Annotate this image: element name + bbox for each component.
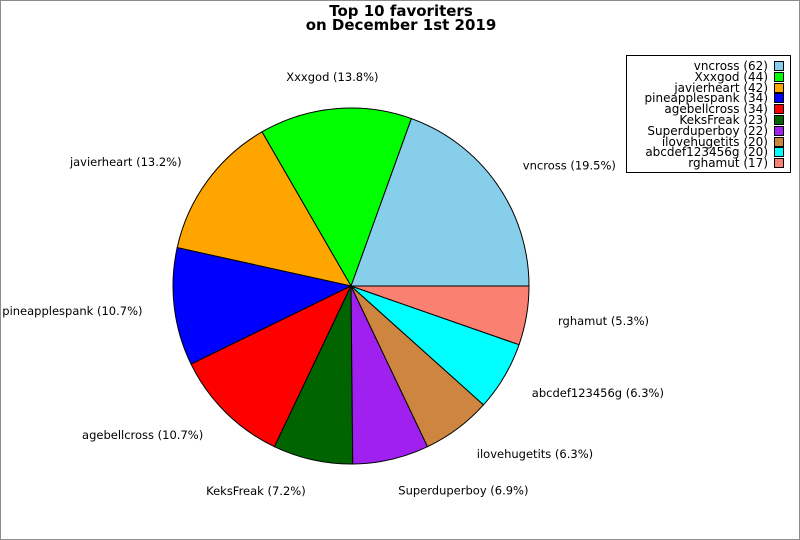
slice-label-abcdef123456g: abcdef123456g (6.3%) — [532, 386, 664, 400]
legend-swatch — [774, 147, 784, 158]
legend-item-abcdef123456g: abcdef123456g (20) — [645, 146, 784, 158]
pie-slice-pineapplespank — [172, 247, 353, 365]
legend-item-pineapplespank: pineapplespank (34) — [645, 92, 784, 104]
pie-slice-agebellcross — [190, 284, 353, 448]
legend-item-superduperboy: Superduperboy (22) — [647, 125, 784, 137]
legend: vncross (62) Xxxgod (44) javierheart (42) p… — [626, 55, 791, 173]
legend-swatch — [774, 136, 784, 147]
legend-swatch — [774, 93, 784, 104]
slice-label-ilovehugetits: ilovehugetits (6.3%) — [477, 447, 593, 461]
pie-slice-vncross — [350, 117, 530, 287]
slice-label-pineapplespank: pineapplespank (10.7%) — [2, 304, 142, 318]
chart-title: Top 10 favoriters — [329, 2, 473, 20]
legend-item-javierheart: javierheart (42) — [674, 82, 784, 94]
legend-swatch — [774, 115, 784, 125]
slice-labels: vncross (19.5%) Xxxgod (13.8%) javierheart… — [2, 70, 664, 498]
legend-label: javierheart (42) — [674, 80, 768, 95]
pie-slice-javierheart — [176, 131, 353, 287]
legend-label: pineapplespank (34) — [644, 91, 768, 106]
legend-swatch — [774, 61, 784, 71]
slice-label-javierheart: javierheart (13.2%) — [69, 155, 182, 169]
legend-label: abcdef123456g (20) — [645, 145, 768, 160]
legend-label: rghamut (17) — [688, 156, 768, 171]
slice-label-superduperboy: Superduperboy (6.9%) — [398, 484, 528, 498]
legend-label: KeksFreak (23) — [679, 113, 768, 127]
legend-swatch — [774, 104, 784, 115]
pie-slice-xxxgod — [261, 107, 412, 288]
legend-swatch — [774, 71, 784, 82]
legend-item-keksfreak: KeksFreak (23) — [679, 114, 784, 126]
legend-item-rghamut: rghamut (17) — [688, 157, 784, 169]
slice-label-keksfreak: KeksFreak (7.2%) — [206, 484, 306, 498]
legend-swatch — [774, 82, 784, 93]
legend-item-agebellcross: agebellcross (34) — [664, 103, 784, 115]
slice-label-xxxgod: Xxxgod (13.8%) — [286, 70, 378, 84]
legend-label: agebellcross (34) — [664, 102, 768, 117]
legend-label: Superduperboy (22) — [647, 123, 768, 138]
pie-slices — [172, 107, 530, 465]
slice-label-rghamut: rghamut (5.3%) — [558, 314, 649, 328]
legend-item-vncross: vncross (62) — [694, 60, 784, 72]
legend-item-ilovehugetits: ilovehugetits (20) — [662, 136, 784, 148]
chart-subtitle: on December 1st 2019 — [305, 16, 497, 34]
legend-label: vncross (62) — [693, 59, 768, 73]
legend-label: ilovehugetits (20) — [661, 134, 768, 149]
legend-label: Xxxgod (44) — [694, 69, 768, 84]
legend-swatch — [774, 158, 784, 169]
legend-item-xxxgod: Xxxgod (44) — [695, 71, 784, 83]
pie-slice-rghamut — [350, 285, 530, 346]
legend-swatch — [774, 125, 784, 136]
slice-label-vncross: vncross (19.5%) — [523, 158, 616, 172]
slice-label-agebellcross: agebellcross (10.7%) — [82, 428, 203, 442]
